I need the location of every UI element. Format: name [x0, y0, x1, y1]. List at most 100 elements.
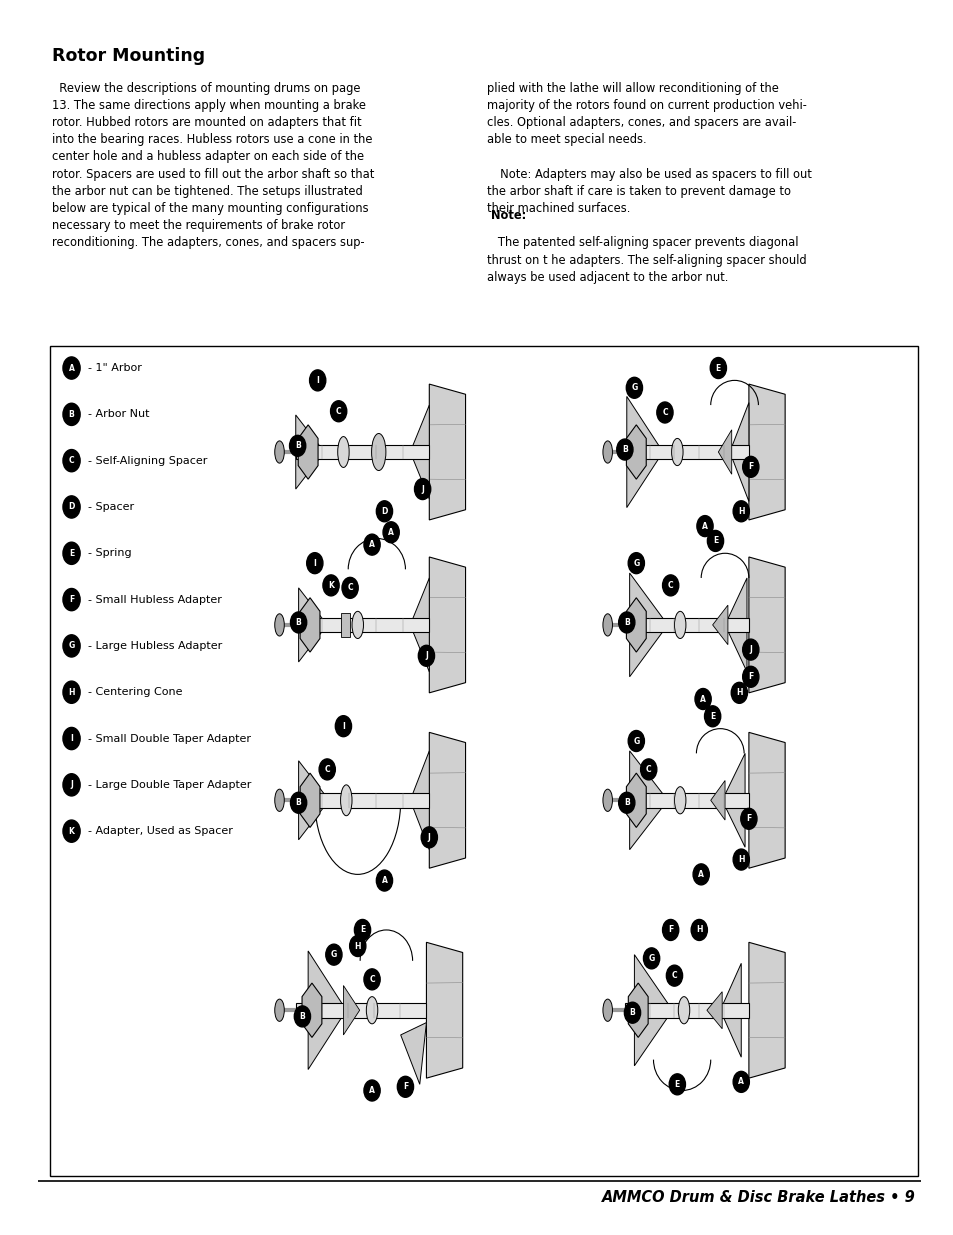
- Text: C: C: [69, 456, 74, 466]
- Polygon shape: [624, 793, 748, 808]
- Circle shape: [618, 613, 635, 632]
- Polygon shape: [300, 773, 319, 827]
- Text: C: C: [667, 580, 673, 590]
- Text: A: A: [700, 694, 705, 704]
- Text: - Large Hubless Adapter: - Large Hubless Adapter: [88, 641, 222, 651]
- Circle shape: [692, 864, 709, 884]
- Polygon shape: [298, 761, 329, 840]
- Circle shape: [421, 827, 436, 848]
- Circle shape: [740, 809, 757, 830]
- Circle shape: [63, 542, 80, 564]
- Polygon shape: [706, 992, 721, 1029]
- Circle shape: [294, 1005, 310, 1028]
- Ellipse shape: [340, 785, 352, 816]
- Circle shape: [618, 793, 635, 814]
- Text: J: J: [427, 832, 431, 842]
- Circle shape: [665, 966, 681, 986]
- Circle shape: [364, 1079, 379, 1102]
- Circle shape: [63, 727, 80, 750]
- Text: - Adapter, Used as Spacer: - Adapter, Used as Spacer: [88, 826, 233, 836]
- Text: C: C: [335, 406, 341, 416]
- Polygon shape: [302, 983, 321, 1037]
- Circle shape: [63, 820, 80, 842]
- Text: - 1" Arbor: - 1" Arbor: [88, 363, 141, 373]
- Circle shape: [741, 640, 759, 659]
- Polygon shape: [628, 983, 647, 1037]
- Text: plied with the lathe will allow reconditioning of the
majority of the rotors fou: plied with the lathe will allow recondit…: [486, 82, 811, 284]
- Circle shape: [290, 793, 306, 814]
- Circle shape: [732, 850, 749, 869]
- Polygon shape: [429, 732, 465, 868]
- Polygon shape: [748, 557, 784, 693]
- Text: J: J: [424, 651, 428, 661]
- Text: J: J: [748, 645, 752, 655]
- Circle shape: [335, 715, 351, 736]
- Circle shape: [642, 948, 659, 968]
- Text: C: C: [645, 764, 651, 774]
- Text: I: I: [315, 375, 319, 385]
- Circle shape: [364, 968, 379, 990]
- Circle shape: [375, 869, 393, 892]
- Polygon shape: [624, 1003, 748, 1018]
- Text: E: E: [674, 1079, 679, 1089]
- Polygon shape: [748, 942, 784, 1078]
- Circle shape: [625, 378, 642, 398]
- Text: K: K: [328, 580, 334, 590]
- Polygon shape: [308, 951, 346, 1070]
- Circle shape: [63, 496, 80, 519]
- Circle shape: [732, 501, 749, 522]
- Circle shape: [63, 403, 80, 425]
- Polygon shape: [295, 618, 429, 632]
- Text: B: B: [623, 798, 629, 808]
- Polygon shape: [720, 963, 740, 1057]
- Ellipse shape: [602, 614, 612, 636]
- Text: J: J: [70, 781, 73, 789]
- Polygon shape: [295, 445, 429, 459]
- Text: A: A: [381, 876, 387, 885]
- Text: G: G: [633, 558, 639, 568]
- Circle shape: [706, 531, 722, 551]
- Text: D: D: [381, 506, 387, 516]
- Text: B: B: [294, 441, 300, 451]
- Text: H: H: [696, 925, 701, 935]
- Circle shape: [307, 553, 322, 573]
- Text: B: B: [69, 410, 74, 419]
- Circle shape: [741, 457, 759, 478]
- Text: E: E: [715, 363, 720, 373]
- Polygon shape: [634, 955, 672, 1066]
- Text: K: K: [69, 826, 74, 836]
- Text: - Self-Aligning Spacer: - Self-Aligning Spacer: [88, 456, 207, 466]
- Text: C: C: [671, 971, 677, 981]
- Polygon shape: [298, 588, 327, 662]
- Polygon shape: [718, 430, 731, 474]
- Polygon shape: [626, 425, 645, 479]
- Circle shape: [623, 1003, 640, 1023]
- Text: H: H: [738, 855, 743, 864]
- Polygon shape: [748, 384, 784, 520]
- Text: A: A: [738, 1077, 743, 1087]
- Text: F: F: [747, 462, 753, 472]
- Circle shape: [730, 683, 747, 704]
- Text: H: H: [736, 688, 741, 698]
- Polygon shape: [729, 403, 748, 501]
- Text: H: H: [69, 688, 74, 697]
- Circle shape: [417, 646, 434, 667]
- Text: I: I: [313, 558, 316, 568]
- Text: B: B: [621, 445, 627, 454]
- Text: H: H: [355, 941, 360, 951]
- Circle shape: [63, 589, 80, 611]
- FancyBboxPatch shape: [50, 346, 917, 1176]
- Text: C: C: [347, 583, 353, 593]
- Polygon shape: [400, 1023, 426, 1084]
- Circle shape: [375, 501, 393, 522]
- Circle shape: [330, 401, 346, 422]
- Circle shape: [383, 522, 398, 543]
- Polygon shape: [426, 942, 462, 1078]
- Ellipse shape: [602, 441, 612, 463]
- Text: G: G: [633, 736, 639, 746]
- Circle shape: [639, 758, 656, 781]
- Text: - Spacer: - Spacer: [88, 501, 133, 513]
- Circle shape: [355, 919, 370, 941]
- Circle shape: [63, 635, 80, 657]
- Polygon shape: [295, 415, 324, 489]
